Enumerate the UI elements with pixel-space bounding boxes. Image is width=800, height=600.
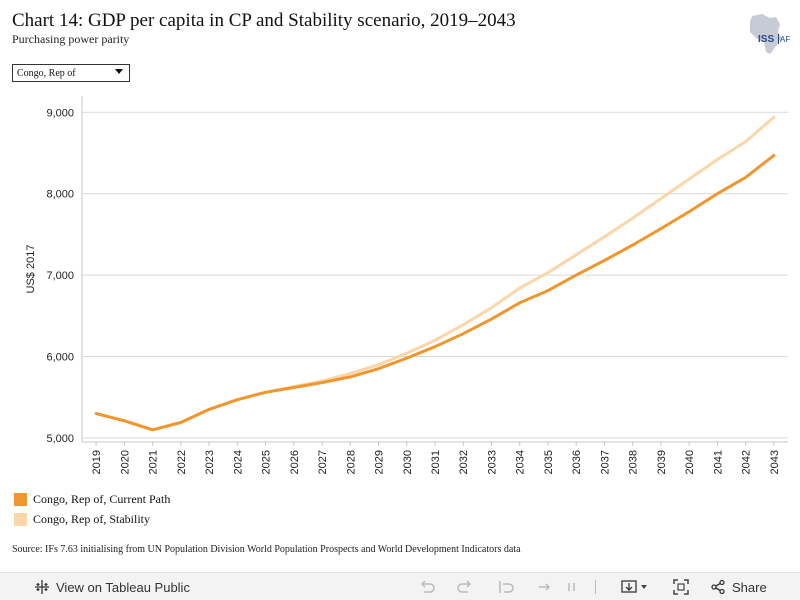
x-tick-label: 2029 (374, 450, 386, 474)
axis-layer: 5,000 6,000 7,000 8,000 9,000 US$ 2017 2019 202… (25, 96, 788, 474)
redo-icon[interactable] (456, 578, 474, 596)
legend-label-stability: Congo, Rep of, Stability (33, 511, 150, 526)
x-tick-label: 2032 (458, 450, 470, 474)
country-filter-value: Congo, Rep of (17, 67, 76, 79)
share-icon (711, 579, 725, 595)
x-tick-label: 2039 (656, 450, 668, 474)
download-icon[interactable] (621, 578, 651, 596)
view-on-tableau-link[interactable]: View on Tableau Public (34, 579, 190, 595)
legend-label-current-path: Congo, Rep of, Current Path (33, 491, 171, 506)
revert-icon[interactable] (497, 578, 515, 596)
refresh-icon[interactable] (536, 578, 554, 596)
share-button[interactable]: Share (710, 579, 767, 595)
y-tick-label: 9,000 (46, 107, 74, 119)
x-tick-label: 2026 (289, 450, 301, 474)
series-line-current-path[interactable] (94, 153, 776, 432)
legend-swatch-current-path (14, 492, 27, 506)
tableau-toolbar: View on Tableau Public Share (0, 572, 800, 600)
x-tick-label: 2023 (204, 450, 216, 474)
chart-title: Chart 14: GDP per capita in CP and Stabi… (12, 10, 516, 31)
pause-icon[interactable] (566, 578, 578, 596)
gdp-line-chart: 5,000 6,000 7,000 8,000 9,000 US$ 2017 2019 202… (25, 96, 788, 474)
y-axis-label: US$ 2017 (25, 245, 37, 294)
view-on-tableau-label: View on Tableau Public (56, 579, 190, 595)
x-tick-label: 2027 (317, 450, 329, 474)
source-note: Source: IFs 7.63 initialising from UN Po… (12, 544, 521, 555)
legend: Congo, Rep of, Current Path Congo, Rep o… (14, 489, 170, 529)
x-tick-label: 2035 (543, 450, 555, 474)
legend-item-stability[interactable]: Congo, Rep of, Stability (14, 509, 170, 529)
y-tick-label: 7,000 (46, 270, 74, 282)
x-tick-label: 2037 (599, 450, 611, 474)
y-tick-label: 6,000 (46, 352, 74, 364)
x-tick-label: 2019 (91, 450, 103, 474)
grid-layer (82, 111, 788, 439)
x-tick-label: 2034 (515, 450, 527, 474)
x-tick-label: 2043 (769, 450, 781, 474)
x-tick-label: 2038 (628, 450, 640, 474)
share-label: Share (732, 579, 767, 595)
iss-africa-logo: ISS AF (750, 14, 790, 54)
y-tick-label: 8,000 (46, 189, 74, 201)
series-layer (94, 115, 776, 432)
svg-text:AF: AF (780, 35, 790, 44)
x-tick-label: 2040 (684, 450, 696, 474)
undo-icon[interactable] (418, 578, 436, 596)
legend-item-current-path[interactable]: Congo, Rep of, Current Path (14, 489, 170, 509)
legend-swatch-stability (14, 512, 27, 526)
x-tick-label: 2024 (232, 450, 244, 474)
fullscreen-icon[interactable] (672, 578, 690, 596)
x-tick-label: 2030 (402, 450, 414, 474)
x-tick-label: 2021 (148, 450, 160, 474)
tableau-logo-icon (35, 580, 49, 594)
x-tick-label: 2036 (571, 450, 583, 474)
x-tick-label: 2042 (741, 450, 753, 474)
chevron-down-icon (115, 69, 123, 74)
x-tick-label: 2028 (345, 450, 357, 474)
x-tick-label: 2031 (430, 450, 442, 474)
x-tick-label: 2025 (261, 450, 273, 474)
y-tick-label: 5,000 (46, 433, 74, 445)
svg-text:ISS: ISS (758, 34, 774, 45)
country-filter-dropdown[interactable]: Congo, Rep of (12, 64, 130, 82)
series-line-stability[interactable] (94, 115, 776, 432)
x-tick-label: 2022 (176, 450, 188, 474)
x-tick-label: 2020 (119, 450, 131, 474)
x-tick-label: 2041 (712, 450, 724, 474)
toolbar-separator (595, 580, 596, 594)
x-tick-label: 2033 (486, 450, 498, 474)
chart-subtitle: Purchasing power parity (12, 32, 130, 46)
